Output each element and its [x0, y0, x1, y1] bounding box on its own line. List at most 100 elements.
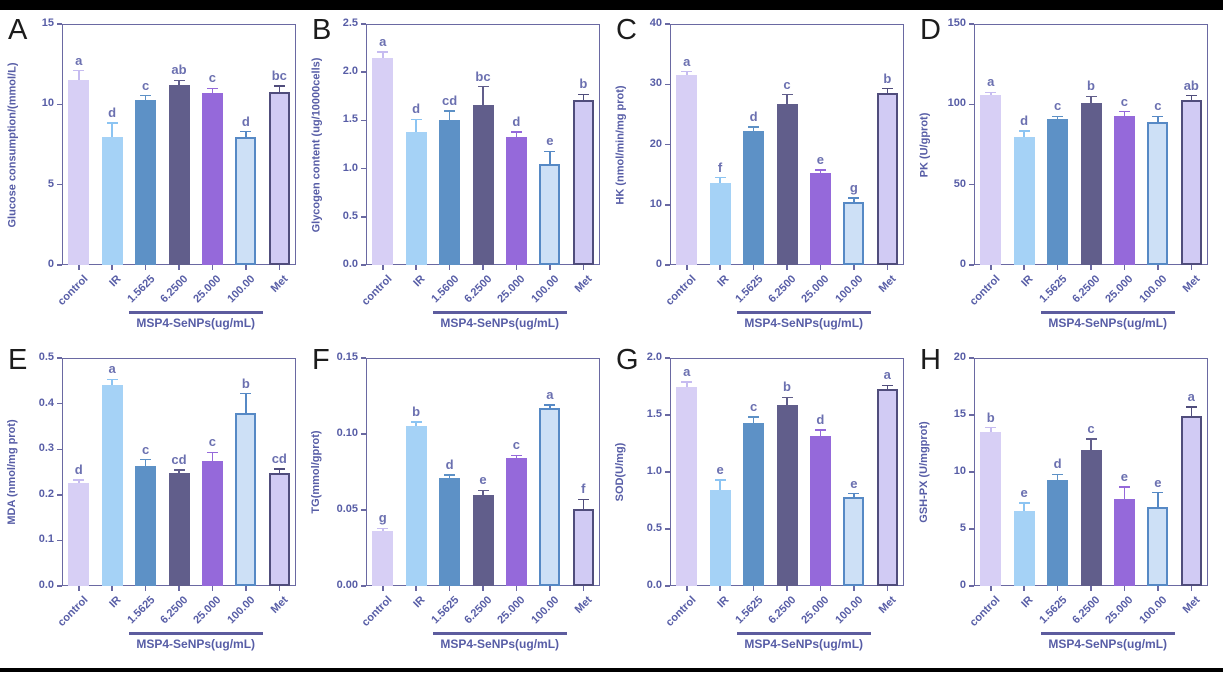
y-tick	[664, 528, 670, 530]
y-tick-label: 0.1	[38, 533, 54, 546]
y-tick-label: 100	[947, 97, 966, 110]
x-tick	[990, 265, 992, 270]
bar-control	[68, 482, 90, 586]
y-tick-label: 40	[649, 17, 662, 29]
dose-group-underline	[736, 632, 871, 635]
y-tick	[664, 357, 670, 359]
x-tick	[1123, 586, 1126, 591]
sig-letter: e	[546, 133, 554, 149]
error-bar	[144, 459, 147, 473]
bar-6.2500	[1080, 102, 1102, 265]
x-tick	[415, 265, 417, 270]
y-tick	[664, 23, 670, 25]
sig-letter: b	[241, 375, 250, 391]
error-bar-cap	[781, 396, 793, 399]
error-bar-cap	[848, 197, 860, 199]
error-bar-cap	[1152, 115, 1164, 118]
dose-group-label: MSP4-SeNPs(ug/mL)	[440, 316, 560, 330]
bar-IR	[101, 136, 123, 265]
error-bar	[111, 379, 113, 392]
x-tick	[178, 586, 180, 591]
bar-control	[980, 432, 1002, 586]
error-bar-cap	[814, 429, 826, 431]
sig-letter: e	[850, 475, 858, 491]
x-tick	[1090, 265, 1092, 270]
sig-letter: a	[108, 361, 116, 377]
x-tick	[278, 586, 280, 591]
dose-group-underline	[128, 632, 263, 635]
error-bar	[245, 393, 247, 419]
x-tick	[245, 586, 247, 591]
bar-control	[372, 57, 394, 265]
bar-1.5625	[1047, 118, 1069, 265]
bar-25.000	[201, 460, 223, 586]
error-bar-cap	[477, 85, 489, 88]
sig-letter: g	[378, 510, 387, 526]
bar-Met	[268, 472, 290, 586]
sig-letter: b	[783, 379, 791, 395]
panel-letter-B: B	[312, 14, 332, 46]
y-tick-label: 15	[41, 17, 54, 29]
error-bar-cap	[140, 458, 152, 461]
dose-group-underline	[1040, 632, 1175, 635]
bottom-border-bar	[0, 668, 1223, 672]
bar-6.2500	[472, 105, 494, 265]
sig-letter: a	[546, 387, 554, 403]
x-tick	[719, 265, 721, 270]
sig-letter: a	[987, 74, 995, 90]
bar-IR	[1013, 136, 1035, 265]
error-bar-cap	[73, 479, 85, 481]
x-tick	[886, 265, 888, 270]
error-bar-cap	[1052, 115, 1064, 118]
dose-group-label: MSP4-SeNPs(ug/mL)	[136, 637, 256, 651]
error-bar-cap	[1018, 502, 1030, 504]
error-bar	[415, 119, 417, 138]
x-tick	[245, 265, 247, 270]
sig-letter: f	[717, 159, 723, 175]
x-tick-label: control	[359, 594, 395, 629]
x-tick	[719, 586, 721, 591]
error-bar-cap	[240, 392, 252, 395]
panel-C: C 0 10 20 30 40 HK (nmol/min/mg prot) a control f…	[614, 14, 918, 340]
y-axis-label: GSH-PX (U/mgprot)	[918, 421, 930, 523]
bar-control	[372, 531, 394, 586]
x-tick	[515, 265, 518, 270]
panel-letter-A: A	[8, 14, 28, 46]
sig-letter: e	[1120, 468, 1128, 484]
y-tick-label: 0.0	[646, 579, 662, 591]
x-tick	[482, 265, 484, 270]
x-tick	[819, 586, 822, 591]
x-tick	[1090, 586, 1092, 591]
bar-100.00	[843, 497, 865, 586]
error-bar-cap	[848, 492, 860, 495]
y-tick-label: 2.0	[646, 351, 662, 363]
bar-100.00	[539, 408, 561, 586]
y-tick-label: 0.10	[336, 427, 358, 439]
sig-letter: a	[379, 34, 387, 49]
sig-letter: a	[683, 53, 691, 69]
error-bar-cap	[1018, 130, 1030, 132]
y-axis-label: MDA (nmol/mg prot)	[6, 419, 18, 525]
y-tick-label: 0.4	[38, 396, 54, 409]
sig-letter: ab	[171, 62, 187, 78]
x-tick	[549, 586, 551, 591]
error-bar-cap	[681, 381, 693, 383]
sig-letter: b	[412, 403, 421, 419]
panel-letter-E: E	[8, 344, 28, 376]
y-tick	[968, 585, 974, 587]
sig-letter: c	[208, 434, 216, 450]
error-bar	[786, 397, 788, 411]
sig-letter: a	[1187, 389, 1195, 404]
x-tick	[1023, 586, 1025, 591]
error-bar	[1090, 96, 1092, 109]
bar-1.5625	[743, 423, 765, 586]
x-tick	[1056, 265, 1059, 270]
x-tick	[448, 265, 451, 270]
y-tick-label: 0	[47, 258, 54, 270]
error-bar-cap	[410, 118, 422, 121]
error-bar-cap	[1118, 486, 1130, 488]
y-tick	[360, 585, 366, 587]
x-tick	[1157, 265, 1159, 270]
error-bar-cap	[748, 126, 760, 128]
bar-6.2500	[776, 404, 798, 586]
